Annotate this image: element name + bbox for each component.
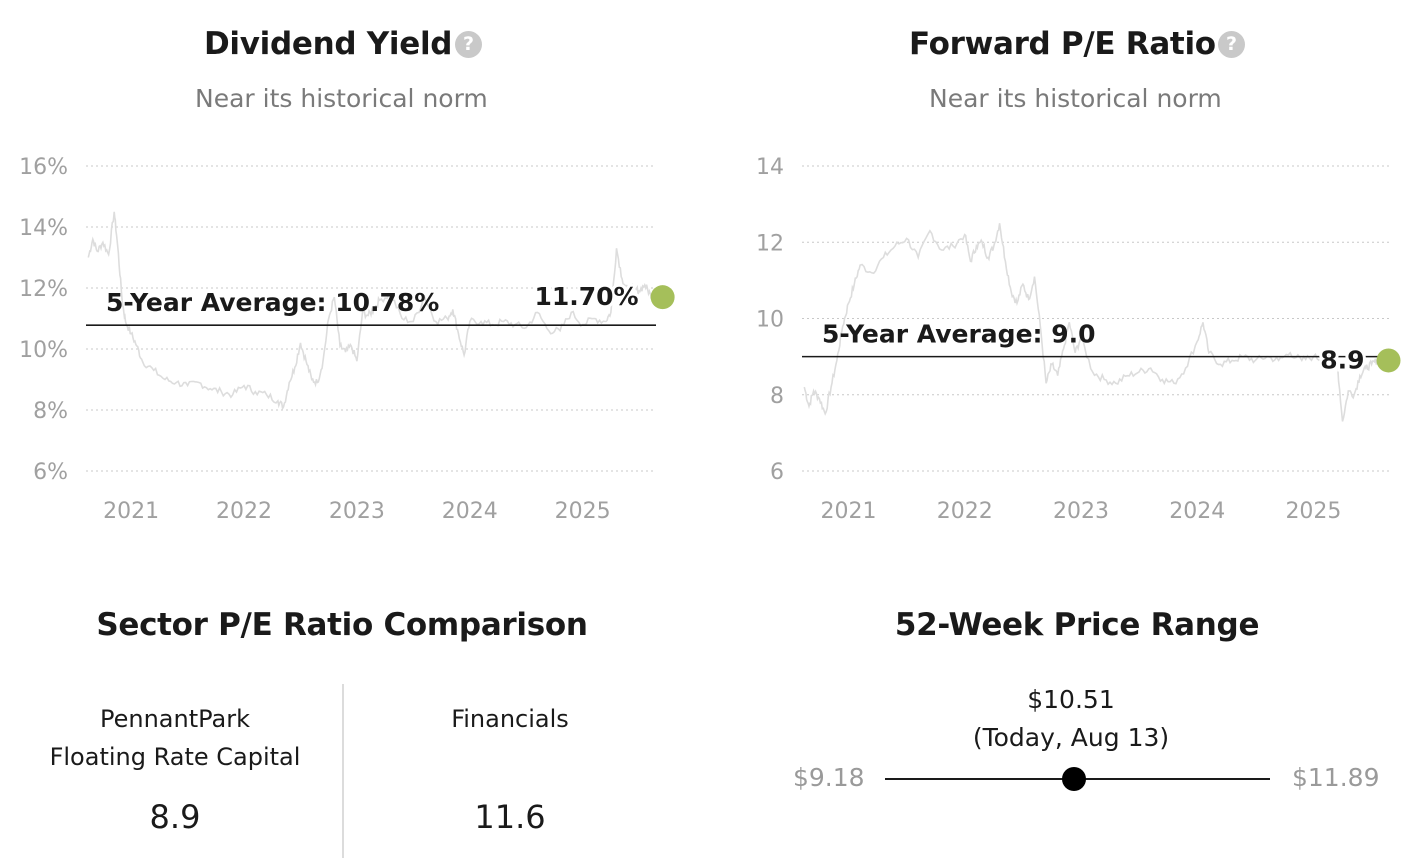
current-value-label: 8.9 bbox=[1320, 345, 1364, 374]
company-name-line1: PennantPark bbox=[100, 705, 250, 733]
y-tick-label: 14 bbox=[756, 155, 784, 180]
sector-pe-title: Sector P/E Ratio Comparison bbox=[96, 607, 588, 643]
x-tick-label: 2023 bbox=[329, 499, 385, 524]
dividend-yield-title: Dividend Yield bbox=[204, 26, 453, 62]
series-line bbox=[87, 211, 654, 411]
current-price-label: $10.51 (Today, Aug 13) bbox=[871, 681, 1271, 757]
sector-name: Financials bbox=[451, 705, 569, 733]
current-value-marker bbox=[650, 285, 675, 310]
y-tick-label: 6% bbox=[33, 460, 68, 485]
x-tick-label: 2025 bbox=[1285, 499, 1341, 524]
x-tick-label: 2021 bbox=[103, 499, 159, 524]
average-label: 5-Year Average: 10.78% bbox=[106, 288, 439, 317]
current-value-label: 11.70% bbox=[534, 282, 638, 311]
forward-pe-help-icon[interactable]: ? bbox=[1218, 31, 1245, 58]
x-tick-label: 2025 bbox=[555, 499, 611, 524]
dividend-yield-help-icon[interactable]: ? bbox=[455, 31, 482, 58]
price-range-title: 52-Week Price Range bbox=[894, 607, 1260, 643]
current-price: $10.51 bbox=[1027, 685, 1115, 714]
x-tick-label: 2024 bbox=[1169, 499, 1225, 524]
x-tick-label: 2024 bbox=[442, 499, 498, 524]
price-range-current-marker bbox=[1061, 767, 1086, 791]
pe-column-divider bbox=[342, 684, 344, 858]
y-tick-label: 8% bbox=[33, 399, 68, 424]
x-tick-label: 2023 bbox=[1053, 499, 1109, 524]
forward-pe-chart: 6 8 10 12 14 2021 2022 2023 2024 2025 5-Year Avera… bbox=[756, 155, 1401, 524]
y-tick-label: 10 bbox=[756, 308, 784, 333]
y-tick-label: 12 bbox=[756, 231, 784, 256]
dividend-yield-chart: 6% 8% 10% 12% 14% 16% 2021 2022 2023 2024 2025 5-Ye… bbox=[19, 155, 675, 524]
company-pe-value: 8.9 bbox=[149, 798, 201, 836]
price-range-high: $11.89 bbox=[1292, 763, 1380, 792]
y-tick-label: 8 bbox=[770, 384, 784, 409]
company-name: PennantPark Floating Rate Capital bbox=[0, 700, 350, 776]
forward-pe-title: Forward P/E Ratio bbox=[909, 26, 1216, 62]
average-label: 5-Year Average: 9.0 bbox=[822, 320, 1096, 349]
y-tick-label: 6 bbox=[770, 460, 784, 485]
y-tick-label: 16% bbox=[19, 155, 68, 180]
dividend-yield-subtitle: Near its historical norm bbox=[195, 84, 488, 113]
current-price-date: (Today, Aug 13) bbox=[972, 723, 1170, 752]
sector-pe-value: 11.6 bbox=[474, 798, 546, 836]
y-tick-label: 10% bbox=[19, 338, 68, 363]
x-tick-label: 2022 bbox=[216, 499, 272, 524]
x-tick-label: 2022 bbox=[937, 499, 993, 524]
forward-pe-subtitle: Near its historical norm bbox=[929, 84, 1222, 113]
company-name-line2: Floating Rate Capital bbox=[49, 743, 301, 771]
price-range-low: $9.18 bbox=[793, 763, 865, 792]
current-value-marker bbox=[1376, 348, 1401, 373]
y-tick-label: 12% bbox=[19, 277, 68, 302]
y-tick-label: 14% bbox=[19, 216, 68, 241]
x-tick-label: 2021 bbox=[820, 499, 876, 524]
